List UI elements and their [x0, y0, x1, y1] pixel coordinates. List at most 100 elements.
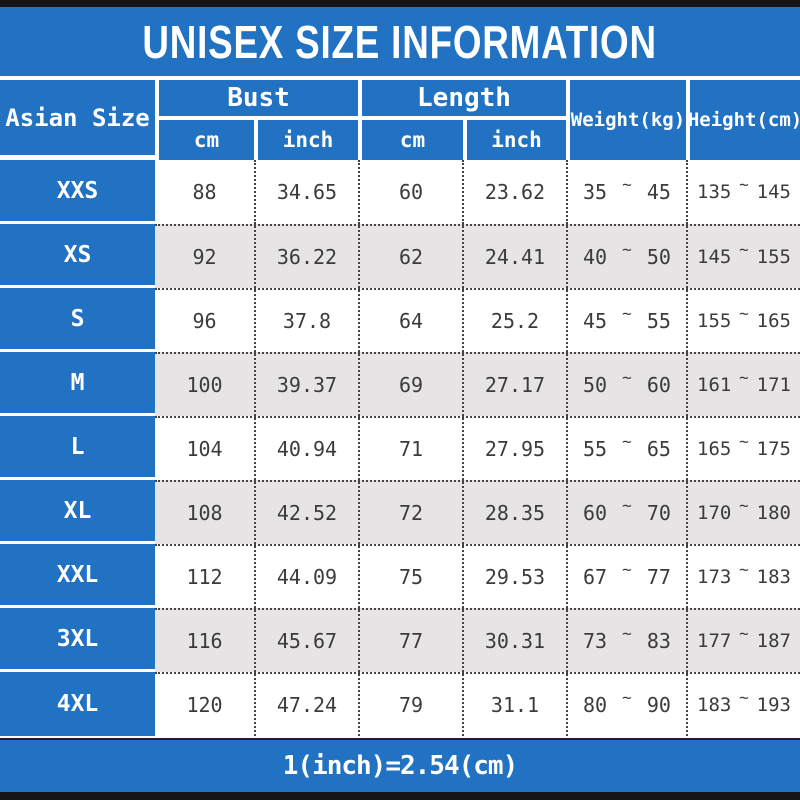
- weight-range: 73 ~ 83: [566, 610, 686, 672]
- tilde-icon: ~: [739, 431, 749, 451]
- bust-cm-value: 96: [192, 309, 217, 333]
- weight-min: 45: [583, 309, 608, 333]
- tilde-icon: ~: [739, 239, 749, 259]
- height-max: 180: [756, 502, 791, 524]
- bust-cm-value: 112: [186, 565, 223, 589]
- tilde-icon: ~: [622, 174, 632, 194]
- weight-min: 80: [583, 693, 608, 717]
- length-inch-value: 27.95: [462, 418, 566, 480]
- height-min: 177: [697, 630, 732, 652]
- height-range: 135 ~ 145: [686, 160, 800, 224]
- bust-cm-value: 120: [186, 693, 223, 717]
- weight-max: 90: [646, 693, 671, 717]
- bust-cm-value: 116: [186, 629, 223, 653]
- weight-range: 40 ~ 50: [566, 226, 686, 288]
- height-min: 170: [697, 502, 732, 524]
- header-bust-cm: cm: [193, 128, 220, 152]
- weight-max: 50: [646, 245, 671, 269]
- weight-range: 55 ~ 65: [566, 418, 686, 480]
- tilde-icon: ~: [739, 174, 749, 194]
- table-header: Asian Size Bust cm inch Length cm inch W…: [0, 80, 800, 160]
- size-label: 3XL: [0, 608, 155, 672]
- weight-min: 55: [583, 437, 608, 461]
- height-range: 165 ~ 175: [686, 418, 800, 480]
- height-max: 165: [756, 310, 791, 332]
- size-label: 4XL: [0, 672, 155, 736]
- weight-max: 83: [646, 629, 671, 653]
- divider: [0, 76, 800, 80]
- weight-min: 40: [583, 245, 608, 269]
- tilde-icon: ~: [739, 559, 749, 579]
- height-range: 145 ~ 155: [686, 226, 800, 288]
- height-max: 171: [756, 374, 791, 396]
- length-inch-value: 23.62: [462, 160, 566, 224]
- length-cm-value: 62: [358, 226, 462, 288]
- bust-inch-value: 44.09: [254, 546, 358, 608]
- length-cm-value: 69: [358, 354, 462, 416]
- height-min: 145: [697, 246, 732, 268]
- header-length-label: Length: [362, 80, 566, 120]
- size-label: XL: [0, 480, 155, 544]
- tilde-icon: ~: [622, 687, 632, 707]
- tilde-icon: ~: [739, 495, 749, 515]
- header-weight: Weight(kg): [566, 80, 686, 160]
- header-bust-inch: inch: [254, 120, 358, 160]
- height-range: 183 ~ 193: [686, 674, 800, 736]
- divider: [0, 736, 800, 738]
- height-max: 193: [756, 694, 791, 716]
- length-inch-value: 29.53: [462, 546, 566, 608]
- table-row: L 104 40.94 71 27.95 55 ~ 65 165 ~ 175: [0, 416, 800, 480]
- size-label: XXS: [0, 160, 155, 224]
- height-min: 155: [697, 310, 732, 332]
- tilde-icon: ~: [622, 239, 632, 259]
- weight-max: 77: [646, 565, 671, 589]
- header-length-cm: cm: [399, 128, 426, 152]
- weight-min: 73: [583, 629, 608, 653]
- weight-range: 60 ~ 70: [566, 482, 686, 544]
- weight-range: 67 ~ 77: [566, 546, 686, 608]
- tilde-icon: ~: [622, 431, 632, 451]
- bust-inch-value: 40.94: [254, 418, 358, 480]
- length-cm-value: 77: [358, 610, 462, 672]
- title-band: UNISEX SIZE INFORMATION: [0, 7, 800, 76]
- height-range: 173 ~ 183: [686, 546, 800, 608]
- conversion-note: 1(inch)=2.54(cm): [282, 751, 518, 781]
- weight-max: 60: [646, 373, 671, 397]
- length-cm-value: 72: [358, 482, 462, 544]
- height-range: 155 ~ 165: [686, 290, 800, 352]
- weight-max: 45: [646, 180, 671, 204]
- tilde-icon: ~: [622, 623, 632, 643]
- tilde-icon: ~: [622, 559, 632, 579]
- height-range: 177 ~ 187: [686, 610, 800, 672]
- weight-range: 50 ~ 60: [566, 354, 686, 416]
- bust-cm-value: 108: [186, 501, 223, 525]
- length-inch-value: 25.2: [462, 290, 566, 352]
- height-min: 173: [697, 566, 732, 588]
- tilde-icon: ~: [739, 303, 749, 323]
- tilde-icon: ~: [622, 367, 632, 387]
- page-title: UNISEX SIZE INFORMATION: [142, 15, 658, 68]
- table-row: S 96 37.8 64 25.2 45 ~ 55 155 ~ 165: [0, 288, 800, 352]
- bust-inch-value: 42.52: [254, 482, 358, 544]
- table-row: XXL 112 44.09 75 29.53 67 ~ 77 173 ~ 183: [0, 544, 800, 608]
- table-row: 3XL 116 45.67 77 30.31 73 ~ 83 177 ~ 187: [0, 608, 800, 672]
- table-row: XL 108 42.52 72 28.35 60 ~ 70 170 ~ 180: [0, 480, 800, 544]
- height-min: 183: [697, 694, 732, 716]
- weight-max: 70: [646, 501, 671, 525]
- size-label: XXL: [0, 544, 155, 608]
- tilde-icon: ~: [739, 687, 749, 707]
- length-inch-value: 30.31: [462, 610, 566, 672]
- header-group-bust: Bust cm inch: [155, 80, 358, 160]
- bust-cm-value: 88: [192, 180, 217, 204]
- weight-min: 50: [583, 373, 608, 397]
- bust-inch-value: 36.22: [254, 226, 358, 288]
- weight-range: 35 ~ 45: [566, 160, 686, 224]
- height-min: 161: [697, 374, 732, 396]
- bust-inch-value: 47.24: [254, 674, 358, 736]
- length-cm-value: 60: [358, 160, 462, 224]
- length-inch-value: 24.41: [462, 226, 566, 288]
- length-inch-value: 28.35: [462, 482, 566, 544]
- top-frame-bar: [0, 0, 800, 7]
- footer-band: 1(inch)=2.54(cm): [0, 740, 800, 792]
